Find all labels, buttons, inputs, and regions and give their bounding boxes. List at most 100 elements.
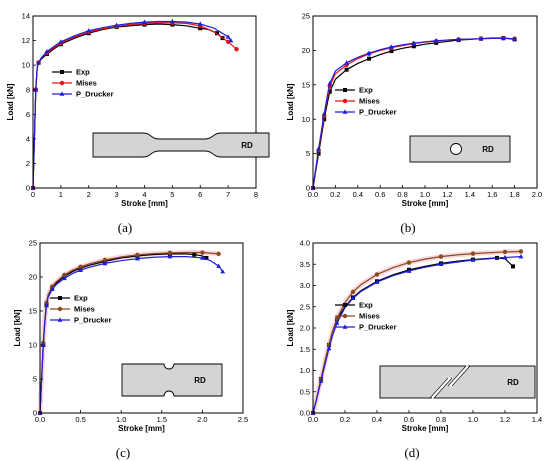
data-point [225,39,231,44]
legend-entry: Mises [74,305,95,314]
x-tick-label: 7 [226,190,230,199]
y-tick-label: 14 [22,12,30,21]
data-point [200,255,205,260]
data-point [344,60,349,65]
data-point [518,249,524,254]
y-tick-label: 1.5 [300,345,310,354]
data-point [321,111,327,116]
data-point [438,254,444,259]
y-axis-label: Load [kN] [286,309,295,346]
y-tick-label: 15 [29,307,37,316]
data-point [135,256,140,261]
data-point [327,89,332,94]
legend-marker [59,91,65,96]
x-tick-label: 0.5 [75,415,85,424]
x-tick-label: 1.5 [157,415,167,424]
legend-marker [57,306,63,312]
x-tick-label: 0.0 [35,415,45,424]
data-point [86,28,92,33]
y-tick-label: 1.0 [300,366,310,375]
specimen-hole [450,143,462,155]
y-tick-label: 0.0 [300,409,310,418]
data-point [367,56,371,61]
specimen-rd-label: RD [482,145,494,154]
data-point [389,44,394,49]
legend-marker [342,109,348,114]
plot-frame [39,242,244,414]
data-point [234,46,239,52]
y-tick-label: 10 [302,115,310,124]
x-tick-label: 2.0 [532,190,542,199]
x-tick-label: 0.8 [397,190,407,199]
data-point [344,67,349,72]
y-tick-label: 0 [306,184,310,193]
x-tick-label: 5 [170,190,174,199]
y-tick-label: 4.0 [300,239,310,248]
legend-marker [342,313,348,319]
data-point [438,261,444,267]
legend-marker [343,88,347,92]
y-tick-label: 20 [302,46,310,55]
data-point [40,342,46,347]
specimen-rd-label: RD [241,141,253,150]
legend-marker [342,324,348,329]
x-axis-label: Stroke [mm] [402,424,449,433]
y-tick-label: 8 [26,85,30,94]
x-tick-label: 1.0 [468,415,478,424]
data-point [49,286,55,292]
x-tick-label: 0.2 [340,415,350,424]
legend-entry: P_Drucker [359,108,397,117]
y-axis-label: Load [kN] [286,83,295,120]
y-tick-label: 0.5 [300,387,310,396]
data-point [102,257,108,263]
legend-marker [342,98,348,104]
slot-edge [451,365,471,387]
specimen-slot [448,364,470,388]
x-tick-label: 0.8 [436,415,446,424]
y-tick-label: 10 [29,341,37,350]
panel-label: (a) [118,220,132,235]
x-tick-label: 6 [198,190,202,199]
data-point [511,264,515,269]
data-point [350,295,356,301]
data-point [326,345,332,351]
y-tick-label: 6 [26,110,30,119]
data-point [478,36,484,41]
x-tick-label: 1.0 [116,415,126,424]
data-point [411,40,417,45]
data-point [502,249,508,255]
y-tick-label: 25 [302,12,310,21]
legend-marker [57,317,63,322]
data-point [62,272,67,278]
legend-marker [59,80,65,86]
x-tick-label: 1.4 [532,415,542,424]
legend-entry: Exp [74,294,88,303]
y-tick-label: 25 [29,239,37,248]
y-tick-label: 5 [306,149,310,158]
x-tick-label: 1.6 [487,190,497,199]
data-point [406,268,412,273]
data-point [350,289,356,295]
data-point [225,34,231,39]
y-tick-label: 0 [33,409,37,418]
data-point [44,49,50,54]
series-line-p_drucker [312,256,522,414]
x-tick-label: 0.0 [308,415,318,424]
y-tick-label: 10 [22,61,30,70]
slot-edge [429,377,449,399]
y-tick-label: 3.0 [300,281,310,290]
data-point [318,378,324,383]
legend-entry: Mises [359,312,380,321]
panel-d: 0.0 0.2 0.4 0.6 0.8 1.0 1.2 1.4 0.0 0.5 1.0 1.5 2.0 2… [286,239,542,460]
x-tick-label: 1.2 [442,190,452,199]
data-point [501,35,506,41]
data-point [512,36,517,41]
legend-entry: Exp [359,86,373,95]
panel-label: (b) [400,220,415,235]
x-tick-label: 1 [59,190,63,199]
data-point [470,251,476,256]
x-tick-label: 1.8 [509,190,519,199]
x-tick-label: 8 [254,190,258,199]
data-point [502,254,508,260]
specimen-diagram: RD [409,135,511,163]
